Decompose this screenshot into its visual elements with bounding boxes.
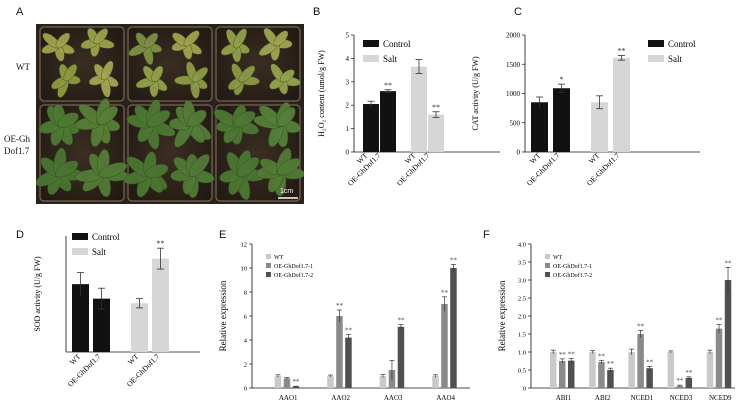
plant-leaves bbox=[36, 27, 304, 201]
panel-label-f: F bbox=[483, 229, 490, 241]
panel-label-a: A bbox=[16, 6, 24, 18]
panel-label-d: D bbox=[16, 229, 24, 241]
y-tick-label: 4 bbox=[346, 55, 350, 63]
legend-label-salt: Salt bbox=[383, 54, 398, 64]
panel-label-e: E bbox=[219, 229, 227, 241]
bar-salt-wt bbox=[411, 66, 427, 152]
legend-swatch-salt bbox=[363, 55, 379, 62]
row-label-oe-line2: Dof1.7 bbox=[4, 146, 30, 156]
y-axis-label: H₂O₂ content (umol/g FW) bbox=[317, 50, 326, 137]
plant-photograph bbox=[36, 24, 304, 204]
scale-bar-label: 1cm bbox=[280, 188, 294, 195]
significance-mark: ** bbox=[384, 81, 392, 90]
y-tick-label: 5 bbox=[346, 32, 350, 40]
y-tick-label: 0 bbox=[346, 149, 350, 157]
y-tick-label: 2 bbox=[346, 102, 350, 110]
significance-mark: ** bbox=[432, 103, 440, 112]
bar-salt-oe-ghdof1.7 bbox=[428, 114, 444, 152]
y-tick-label: 3 bbox=[346, 78, 350, 86]
legend-label-control: Control bbox=[383, 39, 411, 49]
panel-label-c: C bbox=[514, 6, 522, 18]
bar-control-oe-ghdof1.7 bbox=[380, 91, 396, 152]
y-tick-label: 1 bbox=[346, 125, 350, 133]
row-label-oe-line1: OE-Gh bbox=[4, 134, 30, 144]
row-label-wt: WT bbox=[16, 62, 30, 72]
panel-label-b: B bbox=[313, 6, 321, 18]
bar-control-wt bbox=[363, 104, 379, 152]
legend-swatch-control bbox=[363, 40, 379, 47]
